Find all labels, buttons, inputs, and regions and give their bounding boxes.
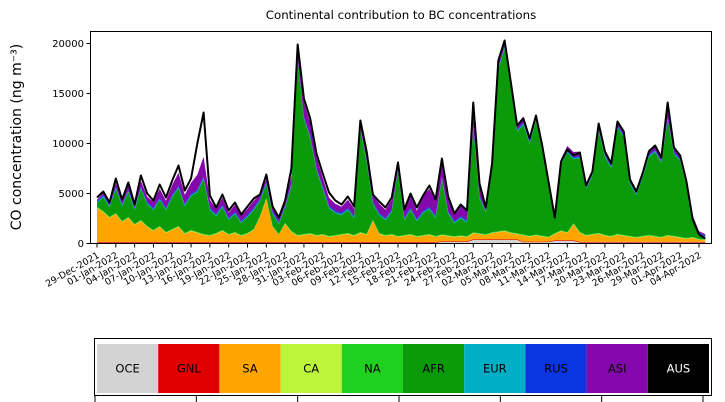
legend-label-SA: SA [242,362,258,376]
legend-label-OCE: OCE [115,362,139,376]
legend-label-AFR: AFR [422,362,444,376]
legend-label-AUS: AUS [667,362,691,376]
area-SA [97,199,706,242]
legend-swatch-SA [219,344,281,393]
y-tick-label: 10000 [52,139,84,150]
y-tick-label: 0 [78,239,84,250]
legend-swatch-AFR [403,344,465,393]
area-OCE [97,240,706,244]
y-tick-label: 20000 [52,39,84,50]
legend-label-RUS: RUS [544,362,568,376]
chart-title: Continental contribution to BC concentra… [266,8,537,22]
y-tick-label: 5000 [59,189,84,200]
legend: OCE GNL SA CA NA AFR EUR RUS ASI AUS [94,338,712,396]
legend-swatch-RUS [525,344,587,393]
area-GNL [97,239,706,243]
x-axis: 29-Dec-202101-Jan-202204-Jan-202207-Jan-… [44,243,703,290]
legend-swatch-GNL [158,344,220,393]
legend-label-GNL: GNL [177,362,202,376]
cropped-bottom-axis [94,395,704,402]
legend-label-ASI: ASI [608,362,627,376]
y-axis-label: CO concentration (ng m⁻³) [9,44,25,230]
total-line-path [96,39,706,240]
legend-label-NA: NA [364,362,381,376]
stacked-areas [97,41,706,244]
legend-swatch-ASI [586,344,648,393]
area-NA [97,198,706,240]
y-tick-label: 15000 [52,89,84,100]
legend-swatch-NA [341,344,403,393]
area-AFR [97,48,706,240]
y-axis: 0 5000 10000 15000 20000 [52,39,91,250]
area-CA [97,198,706,241]
legend-swatch-CA [280,344,342,393]
total-line [96,39,706,240]
legend-swatch-AUS [647,344,709,393]
plot-frame [90,31,712,244]
legend-swatch-OCE [97,344,159,393]
legend-label-CA: CA [303,362,319,376]
legend-label-EUR: EUR [483,362,507,376]
legend-swatch-EUR [464,344,526,393]
